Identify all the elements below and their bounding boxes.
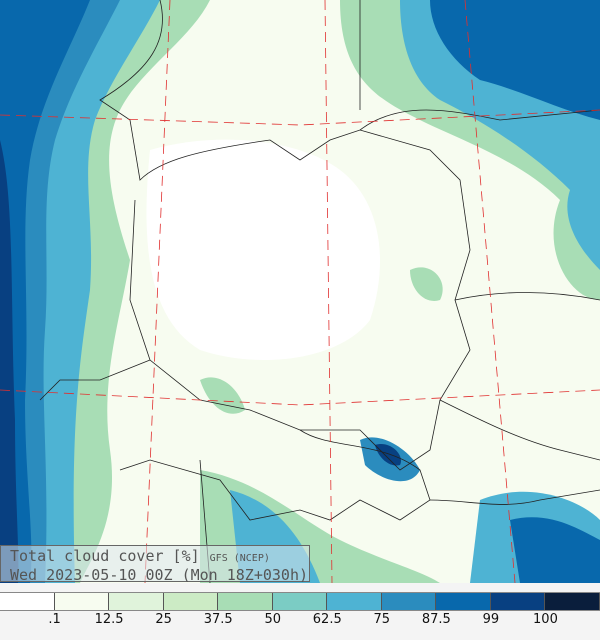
graticule: [0, 0, 600, 583]
legend-swatch: [218, 593, 273, 610]
legend-swatch: [163, 593, 219, 610]
legend-swatch: [490, 593, 546, 610]
map-caption: Total cloud cover [%] GFS (NCEP) Wed 2023…: [0, 545, 310, 584]
legend-ticks: .1 12.5 25 37.5 50 62.5 75 87.5 99 100: [0, 612, 600, 632]
legend-swatch: [327, 593, 382, 610]
clear-area: [146, 139, 380, 360]
legend-tick-label: 62.5: [312, 612, 342, 627]
legend-tick-label: 75: [373, 612, 391, 627]
legend-swatch: [54, 593, 110, 610]
legend-swatch: [545, 593, 600, 610]
legend-swatch: [0, 593, 55, 610]
legend-swatch: [381, 593, 437, 610]
country-borders: [39, 0, 600, 583]
legend-tick-label: 50: [264, 612, 281, 627]
legend-tick-label: 25: [155, 612, 172, 627]
legend-tick-label: .1: [48, 612, 61, 627]
legend-tick-label: 100: [533, 612, 558, 627]
legend-tick-label: 99: [482, 612, 500, 627]
legend-tick-label: 12.5: [94, 612, 124, 627]
legend-tick-label: 87.5: [421, 612, 451, 627]
caption-valid-time: Wed 2023-05-10 00Z (Mon 18Z+030h): [10, 566, 309, 584]
caption-title: Total cloud cover [%]: [10, 547, 200, 565]
legend-swatch: [436, 593, 491, 610]
legend-swatch: [109, 593, 164, 610]
cloud-cover-map: [0, 0, 600, 583]
legend-swatch: [272, 593, 328, 610]
caption-source: GFS (NCEP): [209, 553, 270, 564]
color-legend: [0, 592, 600, 611]
legend-tick-label: 37.5: [203, 612, 233, 627]
